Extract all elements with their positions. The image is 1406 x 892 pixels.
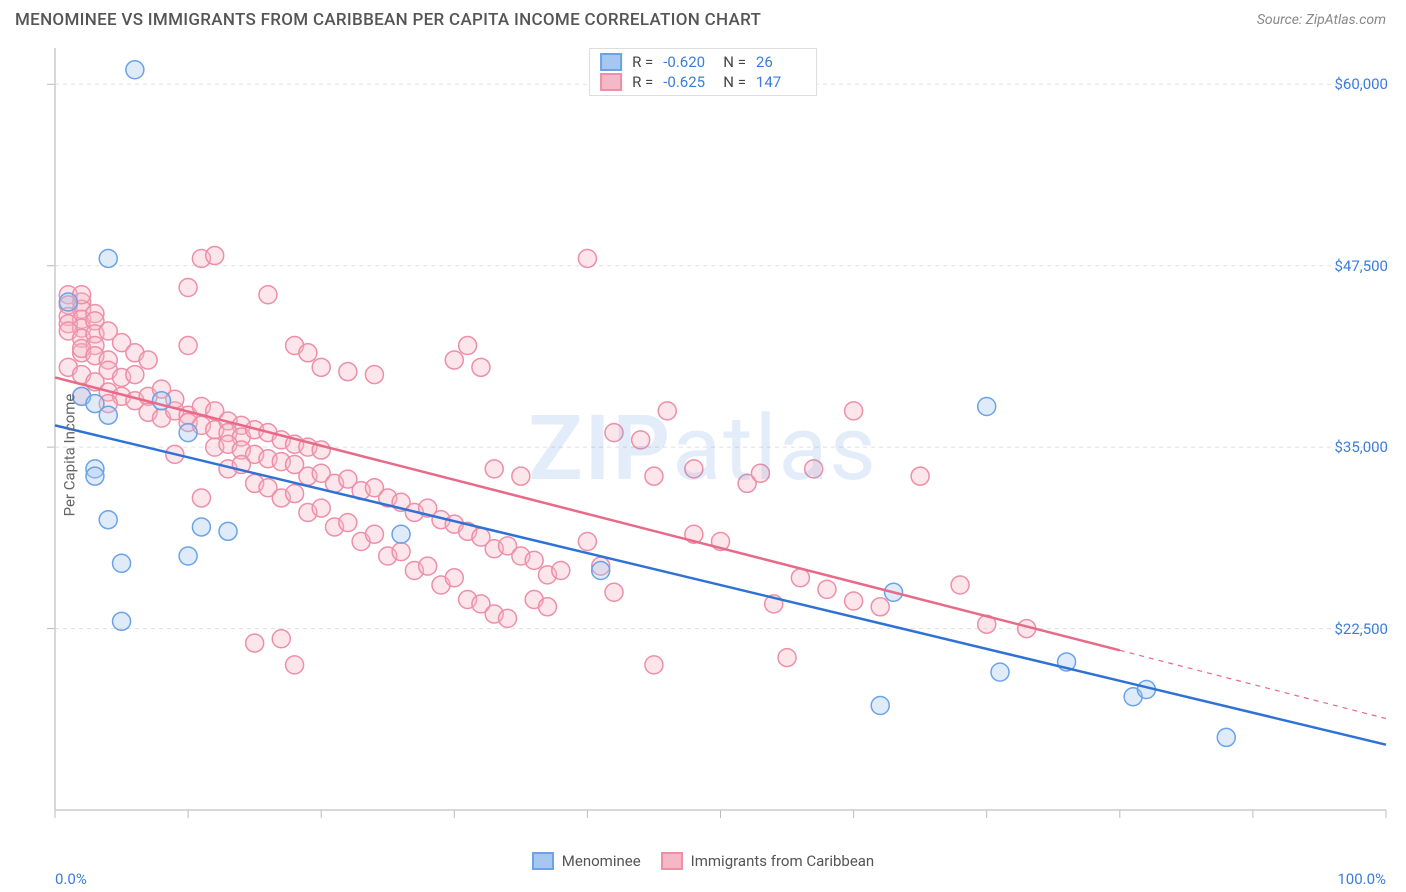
- y-tick-label: $22,500: [1334, 620, 1388, 638]
- legend-n-label: N =: [723, 73, 746, 91]
- legend-item-2: Immigrants from Caribbean: [661, 852, 875, 870]
- legend-label-2: Immigrants from Caribbean: [691, 852, 875, 870]
- legend-r-label: R =: [632, 53, 653, 71]
- legend-n-value-1: 26: [756, 53, 806, 71]
- y-tick-label: $47,500: [1334, 257, 1388, 275]
- chart-title: MENOMINEE VS IMMIGRANTS FROM CARIBBEAN P…: [15, 10, 761, 30]
- legend-item-1: Menominee: [532, 852, 641, 870]
- legend-swatch-1b: [532, 852, 554, 870]
- chart-source: Source: ZipAtlas.com: [1257, 12, 1386, 28]
- legend-n-value-2: 147: [756, 73, 806, 91]
- y-tick-label: $35,000: [1334, 438, 1388, 456]
- series-legend: 0.0% 100.0% Menominee Immigrants from Ca…: [0, 852, 1406, 870]
- y-axis-label: Per Capita Income: [60, 394, 78, 517]
- x-label-min: 0.0%: [55, 870, 87, 888]
- x-label-max: 100.0%: [1337, 870, 1386, 888]
- legend-row-1: R = -0.620 N = 26: [600, 53, 806, 71]
- legend-label-1: Menominee: [562, 852, 641, 870]
- legend-n-label: N =: [723, 53, 746, 71]
- legend-swatch-1: [600, 53, 622, 71]
- legend-row-2: R = -0.625 N = 147: [600, 73, 806, 91]
- chart-header: MENOMINEE VS IMMIGRANTS FROM CARIBBEAN P…: [0, 0, 1406, 40]
- legend-r-value-2: -0.625: [663, 73, 713, 91]
- chart-container: Per Capita Income ZIPatlas R = -0.620 N …: [0, 40, 1406, 870]
- y-tick-label: $60,000: [1334, 75, 1388, 93]
- correlation-legend: R = -0.620 N = 26 R = -0.625 N = 147: [589, 48, 817, 96]
- scatter-chart: [0, 40, 1406, 840]
- legend-swatch-2b: [661, 852, 683, 870]
- legend-r-value-1: -0.620: [663, 53, 713, 71]
- legend-swatch-2: [600, 73, 622, 91]
- legend-r-label: R =: [632, 73, 653, 91]
